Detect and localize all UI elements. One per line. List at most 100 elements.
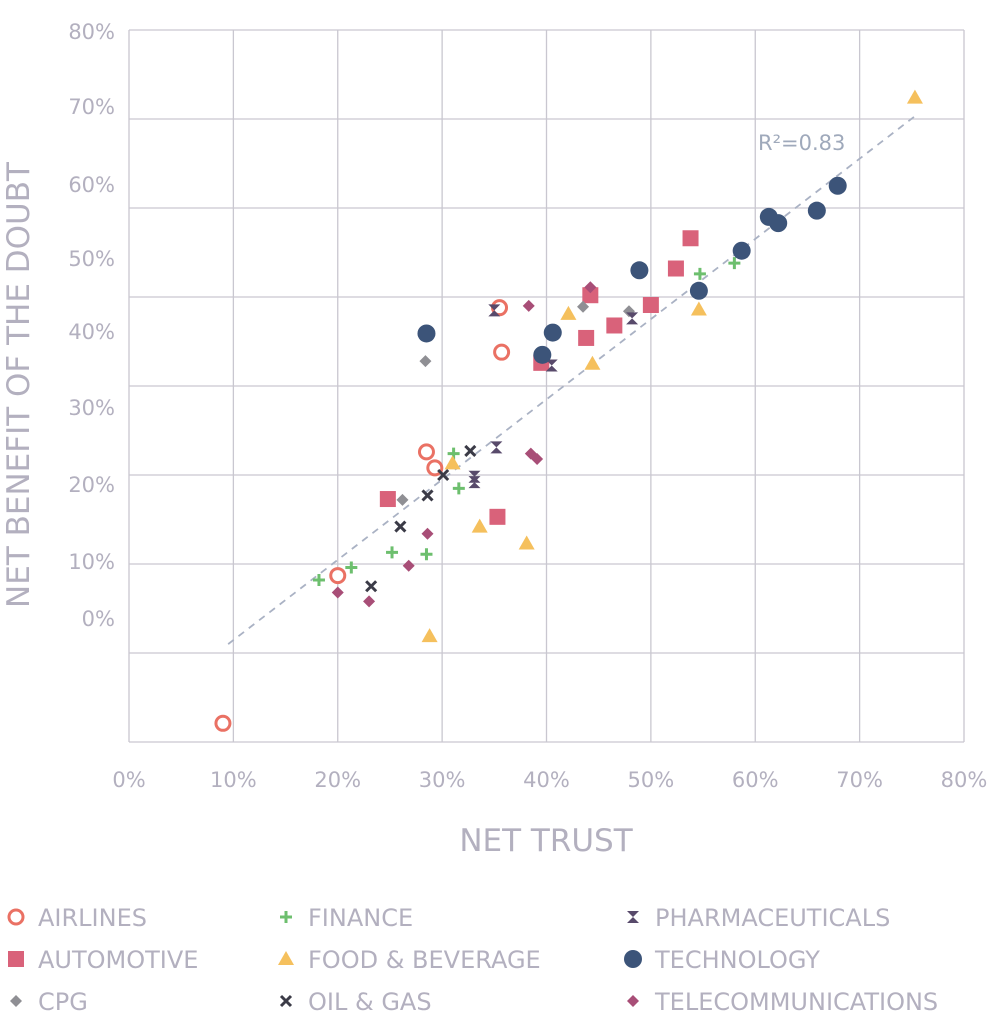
series-finance [312,257,741,587]
y-tick-label: 50% [68,247,115,271]
point-finance [312,574,325,587]
series-technology [417,176,847,364]
legend-item-cpg: CPG [10,988,88,1016]
point-telecommunications [421,527,434,540]
point-food-beverage [584,355,601,370]
data-points [214,89,923,732]
point-food-beverage [560,305,577,320]
legend-item-technology: TECHNOLOGY [624,946,820,974]
point-finance [345,561,358,574]
y-tick-labels: 0% 10% 20% 30% 40% 50% 60% 70% 80% [68,20,115,631]
point-telecommunications [331,586,344,599]
series-cpg [396,300,635,506]
point-telecommunications [522,299,535,312]
legend-marker-automotive [8,951,24,967]
point-food-beverage [518,535,535,550]
point-airlines [329,567,347,585]
x-tick-label: 60% [732,768,779,792]
legend-marker-oil-gas [279,994,293,1008]
point-technology [769,214,788,233]
point-technology [630,261,649,280]
legend-item-automotive: AUTOMOTIVE [8,946,198,974]
legend-marker-food-beverage [278,951,294,965]
series-food-beverage [421,89,923,643]
legend-marker-airlines [7,908,25,926]
point-pharmaceuticals [626,312,639,325]
point-pharmaceuticals [488,304,501,317]
y-tick-label: 20% [68,473,115,497]
x-tick-labels: 0% 10% 20% 30% 40% 50% 60% 70% 80% [112,768,987,792]
point-food-beverage [471,518,488,533]
legend: AIRLINES AUTOMOTIVE CPG FINANCE FOOD & BEVER… [7,904,938,1016]
point-finance [420,548,433,561]
x-tick-label: 0% [112,768,145,792]
point-finance [452,482,465,495]
point-food-beverage [444,455,461,470]
point-telecommunications [584,281,597,294]
point-technology [807,201,826,220]
legend-label-telecommunications: TELECOMMUNICATIONS [654,988,938,1016]
point-technology [417,324,436,343]
point-pharmaceuticals [468,470,481,483]
series-automotive [379,230,699,525]
point-automotive [667,260,684,277]
y-tick-label: 40% [68,320,115,344]
point-technology [732,241,751,260]
point-automotive [642,297,659,314]
point-oil-gas [394,520,407,533]
y-tick-label: 70% [68,95,115,119]
legend-marker-telecommunications [627,995,639,1007]
legend-label-food-beverage: FOOD & BEVERAGE [308,946,541,974]
point-automotive [606,317,623,334]
legend-item-telecommunications: TELECOMMUNICATIONS [627,988,938,1016]
point-pharmaceuticals [490,441,503,454]
legend-item-airlines: AIRLINES [7,904,147,932]
series-airlines [214,299,511,732]
legend-marker-pharmaceuticals [627,911,639,923]
legend-label-pharmaceuticals: PHARMACEUTICALS [655,904,890,932]
legend-label-cpg: CPG [38,988,88,1016]
y-tick-label: 80% [68,20,115,44]
y-tick-label: 10% [68,550,115,574]
point-telecommunications [363,595,376,608]
series-pharmaceuticals [468,304,639,489]
x-tick-label: 50% [628,768,675,792]
legend-label-technology: TECHNOLOGY [654,946,820,974]
point-automotive [682,230,699,247]
y-tick-label: 60% [68,173,115,197]
x-tick-label: 70% [836,768,883,792]
legend-marker-cpg [10,995,22,1007]
x-tick-label: 10% [210,768,257,792]
legend-marker-technology [624,950,642,968]
point-automotive [379,491,396,508]
point-airlines [214,714,232,732]
point-automotive [582,287,599,304]
series-oil-gas [365,444,477,593]
legend-item-oil-gas: OIL & GAS [279,988,432,1016]
point-food-beverage [690,301,707,316]
x-tick-label: 80% [941,768,988,792]
point-cpg [396,493,409,506]
point-oil-gas [421,489,434,502]
point-food-beverage [906,89,923,104]
legend-label-oil-gas: OIL & GAS [308,988,432,1016]
point-oil-gas [437,468,450,482]
y-tick-label: 30% [68,396,115,420]
x-tick-label: 30% [419,768,466,792]
point-airlines [417,443,435,461]
point-technology [828,176,847,195]
point-oil-gas [464,444,477,458]
legend-item-finance: FINANCE [280,904,413,932]
r-squared-annotation: R²=0.83 [758,131,845,155]
point-airlines [493,343,511,361]
series-telecommunications [331,281,597,608]
x-tick-label: 40% [523,768,570,792]
point-food-beverage [421,628,438,643]
point-cpg [577,300,590,313]
point-oil-gas [365,580,378,593]
point-cpg [419,355,432,368]
legend-item-food-beverage: FOOD & BEVERAGE [278,946,541,974]
point-telecommunications [531,452,544,465]
x-axis-title: NET TRUST [459,823,633,859]
